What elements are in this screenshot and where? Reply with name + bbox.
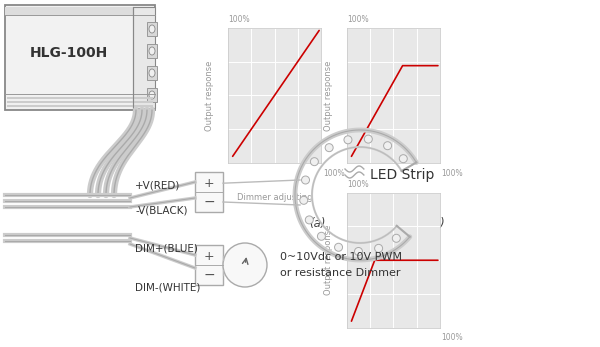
Text: 100%: 100% (347, 15, 368, 24)
Text: −: − (203, 268, 215, 282)
Text: +: + (203, 250, 214, 263)
Text: Dimmer adjusting: Dimmer adjusting (237, 193, 312, 202)
Text: −: − (203, 195, 215, 209)
Text: Output response: Output response (323, 225, 332, 295)
Bar (147, 22, 157, 36)
Text: (a): (a) (309, 217, 326, 230)
Text: +: + (203, 177, 214, 190)
Bar (195, 172, 223, 212)
Text: 100%: 100% (323, 169, 344, 178)
Bar (147, 66, 157, 80)
Text: 100%: 100% (347, 179, 368, 188)
Ellipse shape (374, 244, 383, 252)
Ellipse shape (392, 234, 400, 242)
Text: LED Strip: LED Strip (370, 168, 434, 182)
Ellipse shape (399, 155, 407, 163)
Ellipse shape (302, 176, 310, 184)
Text: 100%: 100% (228, 15, 250, 24)
Text: -V(BLACK): -V(BLACK) (135, 205, 187, 215)
Ellipse shape (149, 47, 155, 55)
Ellipse shape (317, 232, 325, 240)
Ellipse shape (149, 69, 155, 77)
Text: HLG-100H: HLG-100H (30, 45, 108, 59)
Text: 0~10Vdc or 10V PWM
or resistance Dimmer: 0~10Vdc or 10V PWM or resistance Dimmer (280, 252, 402, 278)
Ellipse shape (305, 216, 313, 224)
Bar (147, 44, 157, 58)
Ellipse shape (344, 136, 352, 144)
Ellipse shape (383, 142, 392, 150)
Text: 100%: 100% (442, 169, 463, 178)
Ellipse shape (310, 158, 319, 166)
Text: (b): (b) (428, 217, 445, 230)
Circle shape (223, 243, 267, 287)
Bar (133, 7, 155, 108)
Ellipse shape (300, 196, 308, 204)
Text: Dimmer adjusting: Dimmer adjusting (356, 193, 431, 202)
Bar (195, 245, 223, 285)
Text: DIM-(WHITE): DIM-(WHITE) (135, 283, 200, 293)
Text: +V(RED): +V(RED) (135, 180, 181, 190)
Ellipse shape (149, 91, 155, 99)
Ellipse shape (149, 25, 155, 33)
Text: DIM+(BLUE): DIM+(BLUE) (135, 243, 198, 253)
Ellipse shape (364, 135, 373, 143)
Ellipse shape (355, 247, 362, 255)
Text: Output response: Output response (323, 60, 332, 130)
Text: Output response: Output response (205, 60, 214, 130)
FancyBboxPatch shape (5, 5, 155, 110)
Ellipse shape (335, 243, 343, 251)
Text: 100%: 100% (442, 333, 463, 342)
Bar (147, 88, 157, 102)
Ellipse shape (325, 144, 333, 152)
